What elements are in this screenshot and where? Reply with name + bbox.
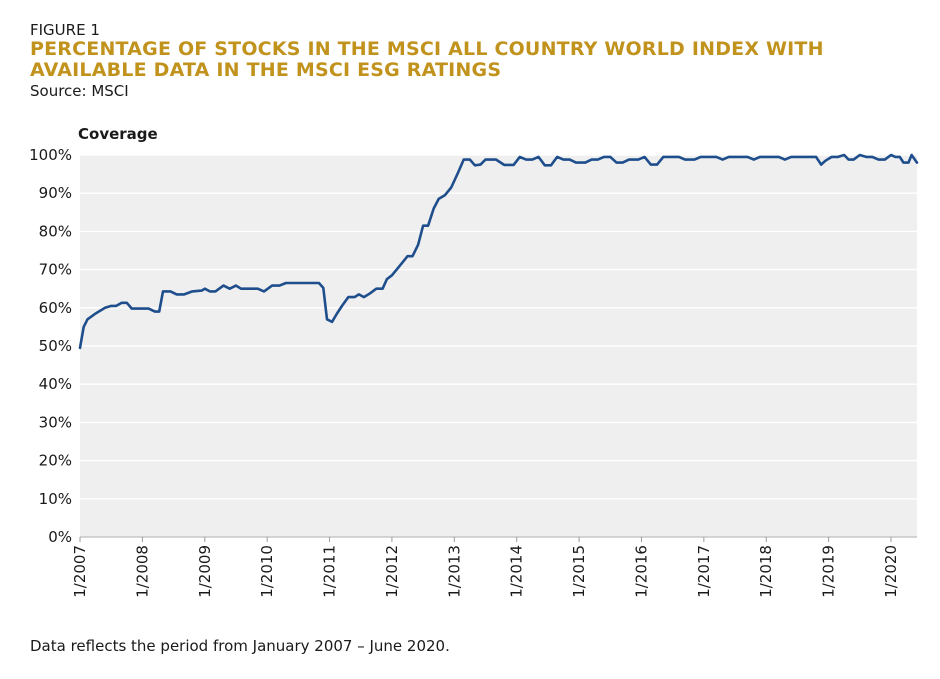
- x-tick-label: 1/2011: [321, 545, 339, 598]
- y-tick-label: 40%: [39, 375, 72, 393]
- y-tick-label: 80%: [39, 222, 72, 240]
- x-tick-label: 1/2016: [632, 545, 650, 598]
- x-tick-label: 1/2020: [882, 545, 900, 598]
- y-axis-ticks: 0% 10% 20% 30% 40% 50% 60% 70% 80% 90% 100%: [29, 146, 72, 546]
- x-tick-label: 1/2012: [383, 545, 401, 598]
- y-axis-label: Coverage: [78, 125, 158, 143]
- x-tick-label: 1/2010: [258, 545, 276, 598]
- y-tick-label: 30%: [39, 413, 72, 431]
- y-tick-label: 70%: [39, 261, 72, 279]
- x-tick-label: 1/2017: [695, 545, 713, 598]
- y-tick-label: 0%: [48, 528, 72, 546]
- x-tick-label: 1/2015: [570, 545, 588, 598]
- footnote: Data reflects the period from January 20…: [30, 637, 450, 655]
- y-tick-label: 100%: [29, 146, 72, 164]
- y-tick-label: 10%: [39, 490, 72, 508]
- figure-label: FIGURE 1: [30, 21, 100, 39]
- figure-source: Source: MSCI: [30, 82, 129, 100]
- y-tick-label: 50%: [39, 337, 72, 355]
- gridlines: [80, 154, 917, 538]
- coverage-series-line: [78, 153, 919, 350]
- x-tick-label: 1/2007: [71, 545, 89, 598]
- x-axis-ticks: 1/2007 1/2008 1/2009 1/2010 1/2011 1/2012 1/20…: [71, 537, 900, 598]
- x-tick-label: 1/2013: [445, 545, 463, 598]
- figure-title-line-1: PERCENTAGE OF STOCKS IN THE MSCI ALL COU…: [30, 38, 824, 60]
- x-tick-label: 1/2008: [133, 545, 151, 598]
- x-tick-label: 1/2009: [196, 545, 214, 598]
- y-tick-label: 20%: [39, 452, 72, 470]
- x-tick-label: 1/2014: [508, 545, 526, 598]
- x-tick-label: 1/2019: [820, 545, 838, 598]
- figure-title-line-2: AVAILABLE DATA IN THE MSCI ESG RATINGS: [30, 59, 502, 81]
- x-tick-label: 1/2018: [757, 545, 775, 598]
- figure-header: FIGURE 1 PERCENTAGE OF STOCKS IN THE MSC…: [30, 21, 920, 101]
- y-tick-label: 90%: [39, 184, 72, 202]
- y-tick-label: 60%: [39, 299, 72, 317]
